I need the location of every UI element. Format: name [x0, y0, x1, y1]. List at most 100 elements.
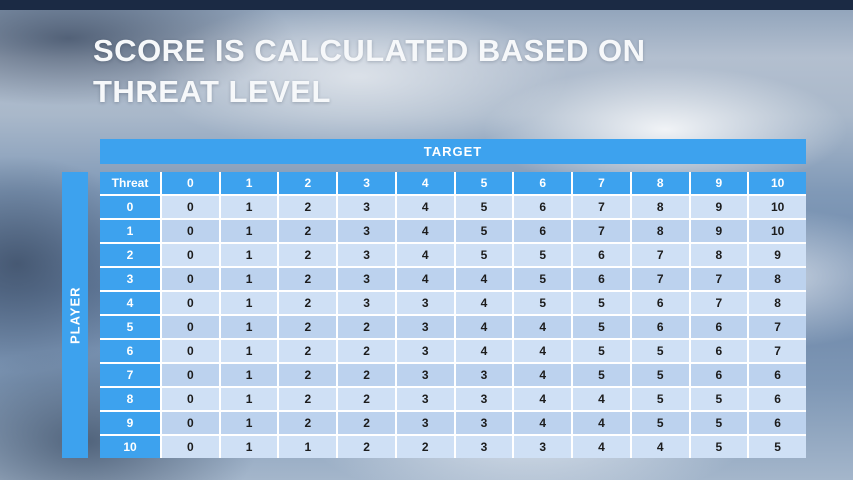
- score-cell-r4-c7: 5: [573, 292, 630, 314]
- column-header-8: 8: [631, 172, 689, 194]
- score-cell-r9-c0: 0: [162, 412, 219, 434]
- score-cell-r5-c3: 2: [338, 316, 395, 338]
- score-cell-r6-c8: 5: [631, 340, 689, 362]
- score-cell-r8-c0: 0: [162, 388, 219, 410]
- score-cell-r6-c2: 2: [279, 340, 337, 362]
- row-label-4: 4: [100, 292, 160, 314]
- score-cell-r1-c9: 9: [690, 220, 748, 242]
- score-cell-r1-c8: 8: [631, 220, 689, 242]
- row-label-10: 10: [100, 436, 160, 458]
- score-cell-r5-c2: 2: [279, 316, 337, 338]
- column-header-4: 4: [396, 172, 454, 194]
- score-cell-r8-c1: 1: [220, 388, 278, 410]
- score-cell-r3-c8: 7: [631, 268, 689, 290]
- score-cell-r4-c1: 1: [220, 292, 278, 314]
- corner-label-cell: Threat: [100, 172, 160, 194]
- column-header-5: 5: [455, 172, 513, 194]
- score-cell-r6-c1: 1: [220, 340, 278, 362]
- score-cell-r1-c10: 10: [749, 220, 806, 242]
- score-cell-r6-c0: 0: [162, 340, 219, 362]
- score-cell-r3-c2: 2: [279, 268, 337, 290]
- score-cell-r1-c2: 2: [279, 220, 337, 242]
- row-label-5: 5: [100, 316, 160, 338]
- score-cell-r10-c6: 3: [514, 436, 572, 458]
- score-cell-r7-c5: 3: [455, 364, 513, 386]
- score-cell-r7-c1: 1: [220, 364, 278, 386]
- score-cell-r10-c1: 1: [220, 436, 278, 458]
- score-cell-r10-c8: 4: [631, 436, 689, 458]
- score-cell-r9-c5: 3: [455, 412, 513, 434]
- score-cell-r2-c1: 1: [220, 244, 278, 266]
- score-cell-r8-c3: 2: [338, 388, 395, 410]
- score-cell-r7-c4: 3: [396, 364, 454, 386]
- column-header-10: 10: [749, 172, 806, 194]
- score-cell-r6-c4: 3: [396, 340, 454, 362]
- score-cell-r3-c4: 4: [396, 268, 454, 290]
- score-cell-r6-c10: 7: [749, 340, 806, 362]
- target-header: TARGET: [100, 139, 806, 164]
- score-cell-r10-c5: 3: [455, 436, 513, 458]
- score-cell-r4-c5: 4: [455, 292, 513, 314]
- score-cell-r3-c3: 3: [338, 268, 395, 290]
- score-cell-r9-c9: 5: [690, 412, 748, 434]
- score-cell-r0-c10: 10: [749, 196, 806, 218]
- score-cell-r5-c7: 5: [573, 316, 630, 338]
- score-cell-r5-c0: 0: [162, 316, 219, 338]
- score-cell-r1-c4: 4: [396, 220, 454, 242]
- column-header-7: 7: [573, 172, 630, 194]
- score-cell-r2-c10: 9: [749, 244, 806, 266]
- score-cell-r5-c8: 6: [631, 316, 689, 338]
- score-cell-r1-c3: 3: [338, 220, 395, 242]
- score-cell-r2-c9: 8: [690, 244, 748, 266]
- score-cell-r7-c2: 2: [279, 364, 337, 386]
- score-cell-r7-c3: 2: [338, 364, 395, 386]
- score-cell-r10-c10: 5: [749, 436, 806, 458]
- score-cell-r5-c5: 4: [455, 316, 513, 338]
- page-title-line-2: THREAT LEVEL: [93, 74, 331, 109]
- score-cell-r8-c5: 3: [455, 388, 513, 410]
- score-cell-r6-c3: 2: [338, 340, 395, 362]
- score-cell-r9-c4: 3: [396, 412, 454, 434]
- page-title: SCORE IS CALCULATED BASED ON THREAT LEVE…: [93, 30, 646, 112]
- score-cell-r0-c0: 0: [162, 196, 219, 218]
- score-cell-r7-c6: 4: [514, 364, 572, 386]
- row-label-2: 2: [100, 244, 160, 266]
- column-header-6: 6: [514, 172, 572, 194]
- score-cell-r2-c8: 7: [631, 244, 689, 266]
- score-cell-r5-c6: 4: [514, 316, 572, 338]
- score-cell-r1-c5: 5: [455, 220, 513, 242]
- score-cell-r8-c2: 2: [279, 388, 337, 410]
- score-cell-r1-c6: 6: [514, 220, 572, 242]
- score-cell-r8-c4: 3: [396, 388, 454, 410]
- score-cell-r2-c5: 5: [455, 244, 513, 266]
- score-cell-r3-c9: 7: [690, 268, 748, 290]
- score-cell-r7-c9: 6: [690, 364, 748, 386]
- score-cell-r2-c2: 2: [279, 244, 337, 266]
- row-label-0: 0: [100, 196, 160, 218]
- column-header-3: 3: [338, 172, 395, 194]
- score-cell-r0-c3: 3: [338, 196, 395, 218]
- row-label-7: 7: [100, 364, 160, 386]
- score-cell-r3-c6: 5: [514, 268, 572, 290]
- score-cell-r2-c3: 3: [338, 244, 395, 266]
- score-table: Threat 0 1 2 3 4 5 6 7 8 9 10 0 0 1 2 3 4 5 6 7 8 9 10 1 0 1 2 3 4 5 6 7…: [100, 172, 806, 458]
- row-label-3: 3: [100, 268, 160, 290]
- score-cell-r9-c3: 2: [338, 412, 395, 434]
- score-cell-r0-c5: 5: [455, 196, 513, 218]
- score-cell-r6-c5: 4: [455, 340, 513, 362]
- score-cell-r9-c7: 4: [573, 412, 630, 434]
- row-label-6: 6: [100, 340, 160, 362]
- score-cell-r2-c0: 0: [162, 244, 219, 266]
- score-cell-r8-c8: 5: [631, 388, 689, 410]
- score-cell-r3-c0: 0: [162, 268, 219, 290]
- score-cell-r7-c8: 5: [631, 364, 689, 386]
- score-cell-r4-c9: 7: [690, 292, 748, 314]
- page-title-line-1: SCORE IS CALCULATED BASED ON: [93, 33, 646, 68]
- score-cell-r5-c1: 1: [220, 316, 278, 338]
- score-cell-r4-c3: 3: [338, 292, 395, 314]
- score-cell-r8-c6: 4: [514, 388, 572, 410]
- score-cell-r2-c6: 5: [514, 244, 572, 266]
- top-strip: [0, 0, 853, 10]
- score-cell-r0-c6: 6: [514, 196, 572, 218]
